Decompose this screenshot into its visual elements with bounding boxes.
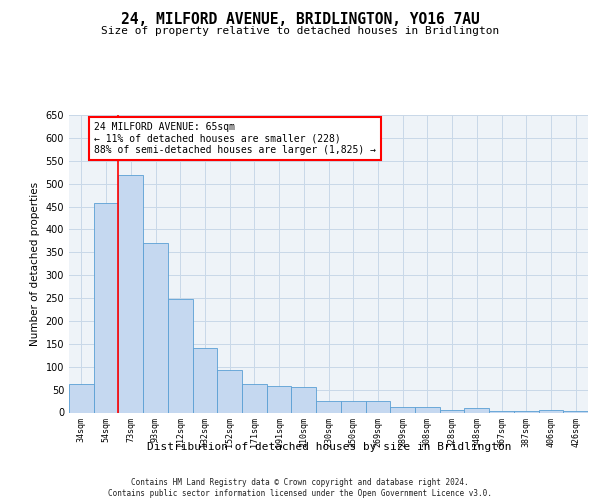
- Bar: [563, 411, 588, 412]
- Bar: [440, 410, 464, 412]
- Bar: [217, 370, 242, 412]
- Text: 24 MILFORD AVENUE: 65sqm
← 11% of detached houses are smaller (228)
88% of semi-: 24 MILFORD AVENUE: 65sqm ← 11% of detach…: [94, 122, 376, 155]
- Bar: [69, 384, 94, 412]
- Bar: [341, 401, 365, 412]
- Bar: [464, 408, 489, 412]
- Bar: [489, 411, 514, 412]
- Text: Distribution of detached houses by size in Bridlington: Distribution of detached houses by size …: [146, 442, 511, 452]
- Text: 24, MILFORD AVENUE, BRIDLINGTON, YO16 7AU: 24, MILFORD AVENUE, BRIDLINGTON, YO16 7A…: [121, 12, 479, 28]
- Bar: [143, 243, 168, 412]
- Bar: [193, 348, 217, 412]
- Bar: [316, 400, 341, 412]
- Bar: [292, 388, 316, 412]
- Y-axis label: Number of detached properties: Number of detached properties: [30, 182, 40, 346]
- Bar: [390, 408, 415, 412]
- Bar: [242, 384, 267, 412]
- Bar: [94, 203, 118, 412]
- Text: Size of property relative to detached houses in Bridlington: Size of property relative to detached ho…: [101, 26, 499, 36]
- Bar: [267, 386, 292, 412]
- Text: Contains HM Land Registry data © Crown copyright and database right 2024.
Contai: Contains HM Land Registry data © Crown c…: [108, 478, 492, 498]
- Bar: [415, 407, 440, 412]
- Bar: [365, 400, 390, 412]
- Bar: [539, 410, 563, 412]
- Bar: [168, 299, 193, 412]
- Bar: [514, 410, 539, 412]
- Bar: [118, 174, 143, 412]
